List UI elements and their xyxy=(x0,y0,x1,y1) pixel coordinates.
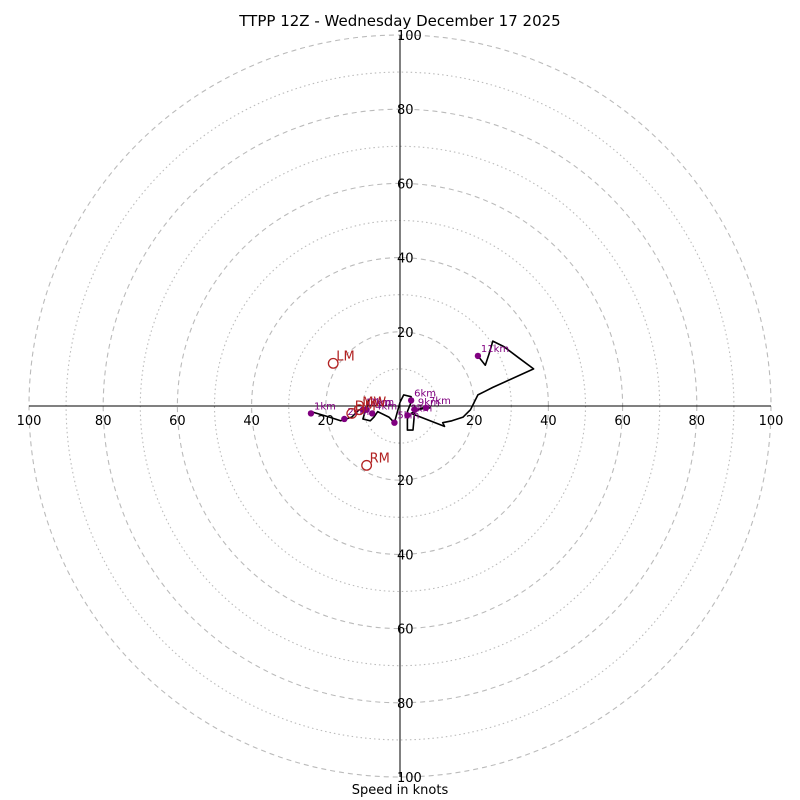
y-tick-label: 20 xyxy=(397,326,414,341)
y-tick-label: 60 xyxy=(397,623,414,638)
height-marker-7km xyxy=(422,404,430,412)
storm-label-LM: LM xyxy=(336,349,354,364)
height-label-4km: 4km xyxy=(375,401,397,412)
storm-marker-LM xyxy=(327,357,339,369)
height-label-3km: 3km xyxy=(370,398,392,409)
x-tick-label: 40 xyxy=(540,414,557,429)
x-tick-label: 40 xyxy=(243,414,260,429)
height-marker-6km xyxy=(407,397,415,404)
height-marker-8km xyxy=(404,412,411,419)
x-tick-label: 80 xyxy=(689,414,706,429)
y-tick-label: 80 xyxy=(397,103,414,118)
height-label-6km: 6km xyxy=(414,388,436,399)
height-marker-1km xyxy=(307,410,315,417)
storm-marker-RM xyxy=(361,459,373,471)
height-marker-10km xyxy=(359,406,367,413)
height-label-11km: 11km xyxy=(481,344,509,355)
height-label-1km: 1km xyxy=(314,401,336,412)
y-tick-label: 60 xyxy=(397,177,414,192)
height-marker-5km xyxy=(391,419,398,426)
height-marker-2km xyxy=(341,415,348,423)
height-marker-11km xyxy=(474,352,482,360)
x-tick-label: 20 xyxy=(466,414,483,429)
height-label-2km: 2km xyxy=(347,407,369,418)
y-tick-label: 40 xyxy=(397,252,414,267)
x-tick-label: 60 xyxy=(169,414,186,429)
chart-title: TTPP 12Z - Wednesday December 17 2025 xyxy=(239,12,561,30)
storm-marker-DM xyxy=(346,407,358,419)
height-marker-4km xyxy=(368,410,376,417)
height-label-9km: 9km xyxy=(418,398,440,409)
storm-label-DM: DM xyxy=(355,399,376,414)
storm-label-MW: MW xyxy=(362,396,386,411)
height-label-8km: 8km xyxy=(410,403,432,414)
storm-label-RM: RM xyxy=(370,451,390,466)
x-tick-label: 100 xyxy=(759,414,784,429)
y-tick-label: 20 xyxy=(397,474,414,489)
height-label-10km: 10km xyxy=(366,398,394,409)
height-markers: 1km2km3km4km5km6km7km8km9km10km11km xyxy=(307,344,509,426)
x-tick-label: 60 xyxy=(614,414,631,429)
axes xyxy=(29,35,771,777)
y-tick-label: 80 xyxy=(397,697,414,712)
y-tick-label: 100 xyxy=(397,771,422,786)
x-tick-label: 100 xyxy=(17,414,42,429)
y-tick-label: 100 xyxy=(397,29,422,44)
tick-labels: 100 80 60 40 20 20 40 60 80 100100806040202040608… xyxy=(17,29,784,786)
x-axis-label: Speed in knots xyxy=(351,783,449,798)
x-tick-label: 80 xyxy=(95,414,112,429)
height-label-7km: 7km xyxy=(429,396,451,407)
height-marker-9km xyxy=(411,406,419,413)
y-tick-label: 40 xyxy=(397,548,414,563)
